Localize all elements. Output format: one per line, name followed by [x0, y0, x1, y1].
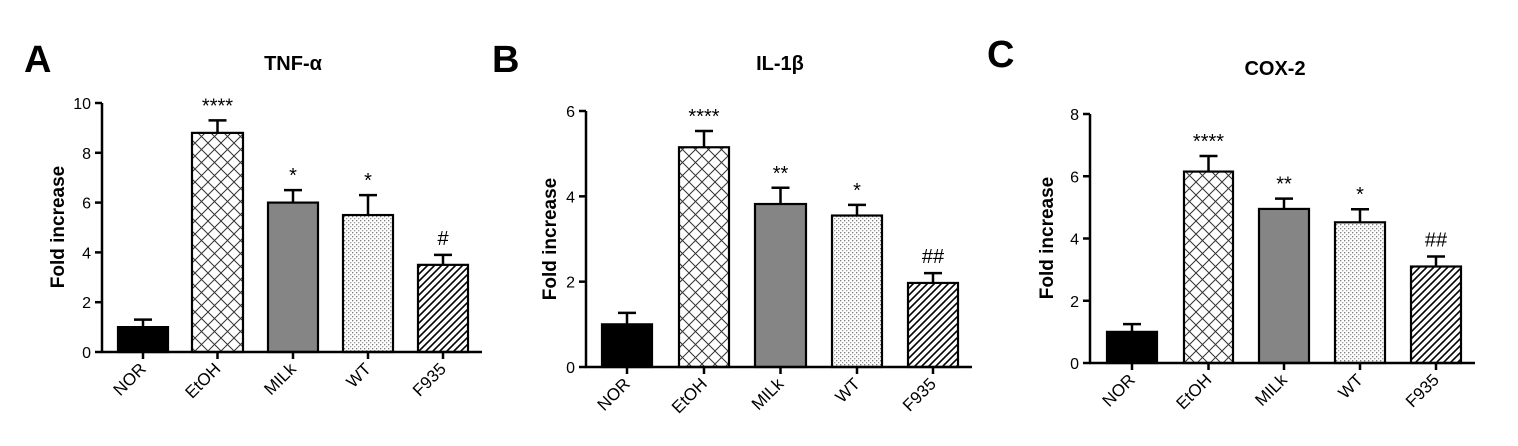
panel-c-y-tick-label: 2 — [1070, 294, 1079, 311]
panel-b-bar-wt — [830, 214, 884, 369]
panel-c-y-tick-label: 6 — [1070, 169, 1079, 186]
panel-c-bar-f935 — [1409, 265, 1463, 365]
panel-a-bar-etoh — [190, 131, 245, 354]
panel-c-significance-label: ## — [1425, 230, 1448, 252]
panel-a: A TNF-α Fold increase 0 2 4 6 8 10 NOR **** EtOH… — [24, 39, 482, 402]
panel-c-x-tick-label: NOR — [1099, 370, 1139, 410]
panel-b-letter: B — [492, 39, 519, 81]
panel-c-x-tick-label: MILk — [1251, 370, 1291, 410]
panel-b: B IL-1β Fold increase 0 2 4 6 NOR **** EtOH ** M… — [492, 39, 972, 417]
panel-b-x-tick-label: F935 — [899, 374, 940, 415]
panel-a-y-tick-label: 2 — [82, 295, 91, 312]
panel-c-significance-label: **** — [1193, 131, 1224, 153]
panel-b-y-tick-label: 0 — [566, 360, 575, 377]
panel-c-letter: C — [987, 34, 1014, 76]
panel-b-bar-nor — [600, 323, 654, 369]
panel-b-significance-label: ## — [922, 246, 945, 268]
panel-c-y-axis-label: Fold increase — [1037, 177, 1058, 300]
panel-a-plot: 0 2 4 6 8 10 NOR **** EtOH * MILk * WT # F935 — [73, 95, 482, 402]
panel-b-significance-label: ** — [773, 163, 789, 185]
panel-b-bar-milk — [753, 202, 808, 369]
panel-a-y-tick-label: 10 — [73, 96, 91, 113]
panel-a-bar-wt — [341, 213, 395, 354]
panel-a-significance-label: # — [437, 228, 449, 250]
panel-b-bar-f935 — [906, 281, 960, 369]
panel-a-x-tick-label: NOR — [110, 359, 150, 399]
panel-a-x-tick-label: F935 — [409, 359, 450, 400]
panel-a-title: TNF-α — [264, 53, 323, 75]
panel-a-letter: A — [24, 39, 51, 81]
panel-b-y-tick-label: 2 — [566, 275, 575, 292]
panel-c-bar-nor — [1105, 330, 1159, 365]
panel-b-plot: 0 2 4 6 NOR **** EtOH ** MILk * WT ## F935 — [566, 104, 972, 417]
panel-a-bar-nor — [116, 326, 170, 354]
panel-c: C COX-2 Fold increase 02468NOR****EtOH**… — [987, 34, 1475, 413]
panel-b-significance-label: * — [853, 180, 861, 202]
panel-a-y-tick-label: 8 — [82, 146, 91, 163]
panel-c-significance-label: ** — [1276, 174, 1292, 196]
panel-c-x-tick-label: EtOH — [1173, 370, 1216, 413]
panel-b-x-tick-label: MILk — [748, 374, 788, 414]
panel-b-bar-etoh — [677, 146, 731, 369]
panel-c-significance-label: * — [1356, 184, 1364, 206]
panel-a-x-tick-label: EtOH — [182, 359, 225, 402]
panel-a-x-tick-label: WT — [343, 359, 375, 391]
panel-a-bar-f935 — [416, 263, 470, 354]
panel-c-x-tick-label: WT — [1335, 370, 1367, 402]
panel-c-bar-wt — [1333, 221, 1387, 365]
panel-c-y-tick-label: 8 — [1070, 107, 1079, 124]
panel-b-y-tick-label: 6 — [566, 104, 575, 121]
panel-a-y-tick-label: 6 — [82, 196, 91, 213]
panel-b-y-tick-label: 4 — [566, 189, 575, 206]
panel-c-y-tick-label: 0 — [1070, 356, 1079, 373]
panel-c-y-tick-label: 4 — [1070, 232, 1079, 249]
panel-b-x-tick-label: WT — [832, 374, 864, 406]
panel-c-x-tick-label: F935 — [1402, 370, 1443, 411]
panel-a-y-axis-label: Fold increase — [48, 166, 69, 289]
panel-a-bar-milk — [266, 201, 320, 354]
panel-a-y-tick-label: 0 — [82, 345, 91, 362]
panel-b-y-axis-label: Fold increase — [540, 178, 561, 301]
panel-c-bar-milk — [1257, 207, 1311, 365]
panel-a-significance-label: * — [364, 170, 372, 192]
panel-c-plot: 0 2 4 6 8 NOR **** EtOH ** MILk * WT ## F935 — [1070, 107, 1475, 413]
panel-b-significance-label: **** — [688, 106, 719, 128]
panel-c-bar-etoh — [1182, 170, 1235, 365]
panel-a-significance-label: **** — [202, 95, 233, 117]
panel-b-x-tick-label: NOR — [594, 374, 634, 414]
panel-a-significance-label: * — [289, 165, 297, 187]
panel-a-y-tick-label: 4 — [82, 245, 91, 262]
panel-b-title: IL-1β — [756, 53, 804, 75]
panel-b-x-tick-label: EtOH — [668, 374, 711, 417]
panel-c-title: COX-2 — [1244, 58, 1305, 80]
panel-a-x-tick-label: MILk — [260, 359, 300, 399]
